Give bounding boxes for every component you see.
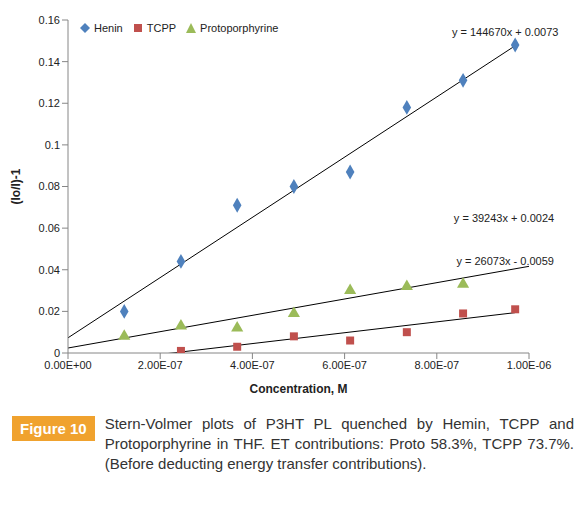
svg-text:0.00E+00: 0.00E+00 [44,359,91,371]
svg-text:0.1: 0.1 [45,139,60,151]
svg-text:4.00E-07: 4.00E-07 [230,359,275,371]
svg-text:y = 26073x - 0.0059: y = 26073x - 0.0059 [456,255,554,267]
svg-text:0.06: 0.06 [39,222,60,234]
svg-text:0.02: 0.02 [39,305,60,317]
html-text:TCPP: TCPP [146,22,177,34]
svg-text:0: 0 [54,347,60,359]
html-text:Henin: Henin [94,22,123,34]
html-text:Protoporphyrine: Protoporphyrine [200,22,279,34]
svg-text:8.00E-07: 8.00E-07 [414,359,459,371]
svg-text:0.12: 0.12 [39,97,60,109]
html-text:Figure 10: Figure 10 [20,420,87,437]
html-text:Stern-Volmer plots of P3HT PL: Stern-Volmer plots of P3HT PL quenched b… [104,415,574,472]
svg-text:0.16: 0.16 [39,14,60,26]
svg-text:0.08: 0.08 [39,180,60,192]
svg-text:0.14: 0.14 [39,56,60,68]
svg-text:y = 144670x + 0.0073: y = 144670x + 0.0073 [452,26,558,38]
svg-text:0.04: 0.04 [39,264,60,276]
svg-text:y = 39243x + 0.0024: y = 39243x + 0.0024 [454,212,554,224]
svg-text:2.00E-07: 2.00E-07 [138,359,183,371]
svg-text:Concentration, M: Concentration, M [250,382,348,396]
svg-text:6.00E-07: 6.00E-07 [322,359,367,371]
svg-text:(Io/I)-1: (Io/I)-1 [9,168,23,204]
svg-text:1.00E-06: 1.00E-06 [507,359,552,371]
